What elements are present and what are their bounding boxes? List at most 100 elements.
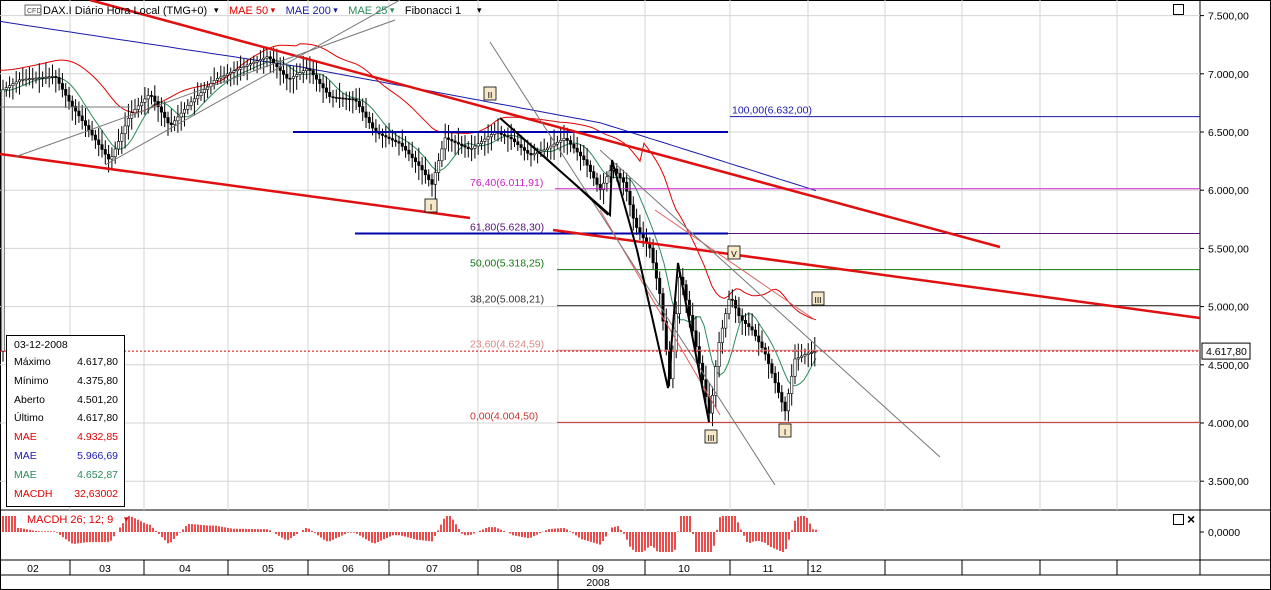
candle-body [466,146,470,149]
candle-body [575,147,579,153]
candle-body [126,117,130,127]
trendline-lower [0,152,471,220]
candle-body [140,102,144,107]
maximize-icon[interactable] [1173,4,1184,15]
candle-body [727,299,731,315]
candle-body [476,143,480,147]
candle-body [74,105,78,112]
candle-body [262,57,266,60]
wave-label-box [704,429,718,444]
candle-body [542,149,546,152]
candle-body [618,173,622,179]
candle-body [545,147,549,151]
candle-body [100,144,104,150]
candle-body [750,326,754,331]
candle-body [338,97,342,99]
channel-line-gray [599,149,941,458]
indicator-label: MAE 200 [286,5,331,17]
candle-body [783,401,787,412]
candle-body [202,89,206,93]
candle-body [691,315,695,332]
info-row: Máximo 4.617,80 [14,354,118,370]
candle-body [489,134,493,138]
candle-body [506,135,510,138]
candle-body [796,357,800,360]
candle-body [417,161,421,166]
candle-body [57,77,61,84]
x-tick-label: 12 [810,563,822,575]
candle-body [602,182,606,190]
wave-label-box [778,423,792,438]
info-row: MACDH 32,63002 [14,486,118,502]
last-price-box [1201,342,1251,360]
cfd-badge: CFD [27,8,41,15]
candle-body [281,70,285,75]
candle-body [387,136,391,139]
candle-body [463,145,467,148]
candle-body [767,353,771,364]
candle-body [357,100,361,107]
info-row-label: Máximo [14,356,51,368]
candle-body [331,96,335,98]
candle-body [150,95,154,97]
candle-body [196,95,200,100]
candle-body [532,153,536,156]
candle-body [314,74,318,80]
candle-body [242,66,246,69]
wave-label-box [811,291,825,306]
wave-label: III [707,433,714,443]
candle-body [84,120,88,126]
candle-body [324,87,328,93]
candle-body [252,61,256,64]
wave-label-box [483,86,497,101]
candle-body [123,125,127,134]
candle-body [90,129,94,136]
candle-body [380,133,384,136]
candle-body [562,138,566,141]
maximize-icon[interactable] [1173,514,1184,525]
info-row-value: 4.932,85 [77,431,118,444]
candle-body [255,60,259,63]
candle-body [311,70,315,76]
fib-level-label: 38,20(5.008,21) [470,294,544,306]
candle-body [117,141,121,150]
candle-body [113,148,117,157]
candle-body [638,227,642,234]
candle-body [803,354,807,357]
candle-body [697,346,701,364]
candle-body [334,97,338,99]
info-row-value: 4.501,20 [77,393,118,406]
candle-body [169,122,173,125]
cfd-badge-box [24,4,42,16]
candle-body [183,109,187,114]
candle-body [37,77,41,79]
x-tick-label: 06 [342,563,354,575]
candle-body [17,79,21,83]
candle-body [14,81,18,85]
candle-body [199,92,203,97]
candle-body [219,76,223,79]
candle-body [232,70,236,73]
candle-body [107,153,111,160]
indicator-label: MAE 25 [348,5,387,17]
candle-body [87,125,91,131]
candle-body [671,349,675,380]
y-tick-label: 7.500,00 [1208,11,1249,23]
info-row: MAE 5.966,69 [14,448,118,464]
candle-body [321,83,325,89]
candle-body [483,138,487,142]
y-tick-label: 5.500,00 [1208,243,1249,255]
info-row-label: Mínimo [14,374,49,387]
candle-body [760,341,764,349]
candle-body [757,335,761,343]
candle-body [529,152,533,156]
candle-body [344,97,348,100]
candle-body [569,140,573,145]
candle-body [559,140,563,143]
close-icon[interactable]: × [1187,511,1196,527]
candle-body [661,293,665,322]
candle-body [773,372,777,384]
candle-body [384,135,388,138]
candle-body [687,299,691,316]
candle-body [503,134,507,137]
